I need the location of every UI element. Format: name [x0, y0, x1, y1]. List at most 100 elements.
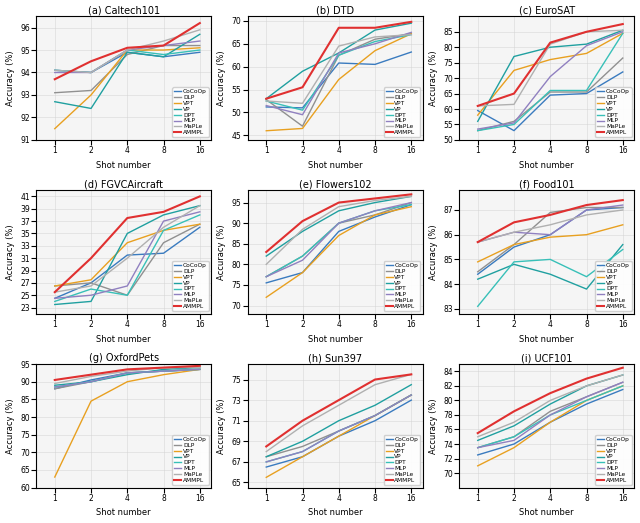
DPT [262, 98, 270, 104]
VP [160, 212, 168, 218]
VP [262, 96, 270, 102]
CoCoOp [160, 54, 168, 60]
X-axis label: Shot number: Shot number [520, 335, 574, 344]
Line: VP: VP [266, 196, 412, 256]
DLP [51, 89, 59, 96]
AMMPL [335, 25, 342, 31]
DPT [196, 366, 204, 372]
MLP [51, 295, 59, 301]
VPT [196, 366, 204, 372]
MaPLe [299, 226, 307, 232]
MaPLe [262, 261, 270, 267]
MLP [335, 50, 342, 56]
CoCoOp [474, 452, 481, 458]
DLP [160, 240, 168, 246]
MLP [582, 394, 590, 400]
MLP [510, 120, 518, 126]
MaPLe [582, 29, 590, 35]
MaPLe [196, 365, 204, 371]
MLP [262, 459, 270, 465]
VP [619, 372, 627, 378]
Line: MaPLe: MaPLe [266, 35, 412, 103]
VP [124, 49, 131, 55]
MLP [408, 199, 415, 206]
CoCoOp [335, 228, 342, 234]
AMMPL [124, 215, 131, 221]
Line: AMMPL: AMMPL [266, 195, 412, 252]
VPT [547, 419, 554, 425]
Legend: CoCoOp, DLP, VPT, VP, DPT, MLP, MaPLe, AMMPL: CoCoOp, DLP, VPT, VP, DPT, MLP, MaPLe, A… [595, 87, 632, 137]
Title: (i) UCF101: (i) UCF101 [521, 354, 572, 363]
DLP [51, 283, 59, 289]
CoCoOp [299, 269, 307, 276]
MaPLe [371, 197, 379, 203]
AMMPL [335, 397, 342, 403]
Title: (h) Sun397: (h) Sun397 [308, 354, 362, 363]
MaPLe [160, 224, 168, 231]
MLP [547, 232, 554, 238]
Legend: CoCoOp, DLP, VPT, VP, DPT, MLP, MaPLe, AMMPL: CoCoOp, DLP, VPT, VP, DPT, MLP, MaPLe, A… [172, 87, 209, 137]
DPT [299, 107, 307, 113]
Line: VP: VP [266, 385, 412, 457]
VP [510, 423, 518, 429]
AMMPL [262, 96, 270, 102]
VP [299, 228, 307, 234]
MLP [87, 379, 95, 385]
VP [408, 20, 415, 26]
DPT [124, 370, 131, 376]
VPT [299, 269, 307, 276]
AMMPL [510, 90, 518, 97]
DPT [474, 445, 481, 451]
AMMPL [371, 377, 379, 383]
MaPLe [619, 27, 627, 33]
Line: VPT: VPT [55, 369, 200, 477]
DLP [510, 118, 518, 124]
DLP [474, 128, 481, 134]
CoCoOp [87, 377, 95, 383]
Y-axis label: Accuracy (%): Accuracy (%) [6, 224, 15, 280]
DPT [335, 428, 342, 434]
VPT [582, 50, 590, 56]
DPT [87, 379, 95, 385]
VP [408, 193, 415, 199]
Line: MaPLe: MaPLe [55, 206, 200, 292]
VP [299, 438, 307, 445]
MaPLe [335, 43, 342, 49]
Line: MLP: MLP [55, 41, 200, 73]
MaPLe [124, 368, 131, 374]
DLP [160, 42, 168, 49]
DPT [87, 286, 95, 292]
VPT [335, 433, 342, 439]
DLP [371, 212, 379, 218]
Line: DPT: DPT [55, 369, 200, 387]
Legend: CoCoOp, DLP, VPT, VP, DPT, MLP, MaPLe, AMMPL: CoCoOp, DLP, VPT, VP, DPT, MLP, MaPLe, A… [172, 435, 209, 485]
CoCoOp [619, 204, 627, 211]
AMMPL [87, 371, 95, 378]
DPT [51, 298, 59, 304]
VPT [371, 212, 379, 218]
DLP [262, 96, 270, 103]
AMMPL [547, 390, 554, 396]
CoCoOp [196, 366, 204, 372]
CoCoOp [196, 49, 204, 55]
DPT [196, 212, 204, 218]
VPT [408, 30, 415, 37]
DPT [510, 121, 518, 128]
DLP [619, 379, 627, 385]
Line: MaPLe: MaPLe [477, 210, 623, 242]
Legend: CoCoOp, DLP, VPT, VP, DPT, MLP, MaPLe, AMMPL: CoCoOp, DLP, VPT, VP, DPT, MLP, MaPLe, A… [384, 87, 420, 137]
DLP [87, 87, 95, 94]
CoCoOp [371, 61, 379, 67]
DLP [124, 292, 131, 299]
Title: (c) EuroSAT: (c) EuroSAT [518, 6, 575, 16]
CoCoOp [582, 401, 590, 407]
Line: AMMPL: AMMPL [55, 196, 200, 292]
DPT [547, 412, 554, 418]
MaPLe [547, 41, 554, 47]
VP [87, 105, 95, 111]
DLP [408, 30, 415, 37]
VPT [619, 30, 627, 37]
CoCoOp [619, 386, 627, 393]
Line: MaPLe: MaPLe [266, 374, 412, 451]
MLP [124, 370, 131, 376]
